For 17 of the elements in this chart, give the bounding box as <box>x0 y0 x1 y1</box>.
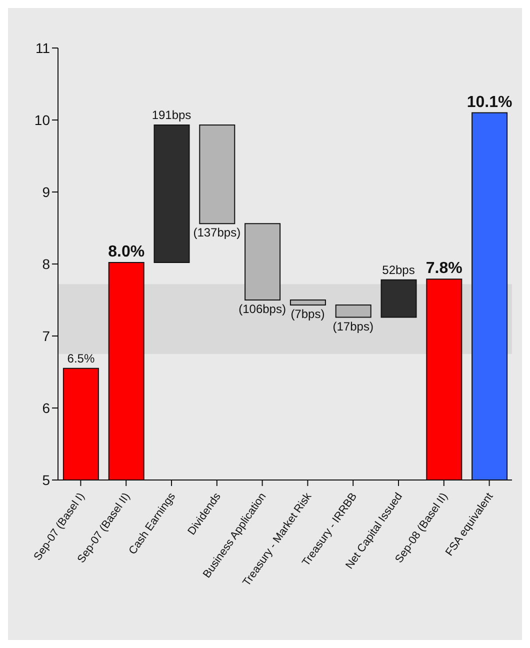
annotation: 52bps <box>382 262 415 277</box>
data-label: 7.8% <box>426 260 462 278</box>
annotation: (7bps) <box>290 307 325 322</box>
annotation: 191bps <box>152 108 192 122</box>
y-tick-label: 8 <box>42 256 50 272</box>
y-tick-label: 9 <box>42 184 50 200</box>
y-tick-label: 7 <box>42 328 50 344</box>
y-tick-label: 6 <box>42 400 50 416</box>
data-label: 8.0% <box>108 244 145 261</box>
annotation: (17bps) <box>332 319 374 334</box>
annotation: (106bps) <box>238 302 286 316</box>
data-label: 6.5% <box>67 351 95 366</box>
y-tick-label: 11 <box>35 40 50 56</box>
annotation: (137bps) <box>193 226 241 240</box>
y-tick-label: 10 <box>34 112 50 128</box>
y-tick-label: 5 <box>42 472 50 488</box>
data-label: 10.1% <box>466 94 512 111</box>
